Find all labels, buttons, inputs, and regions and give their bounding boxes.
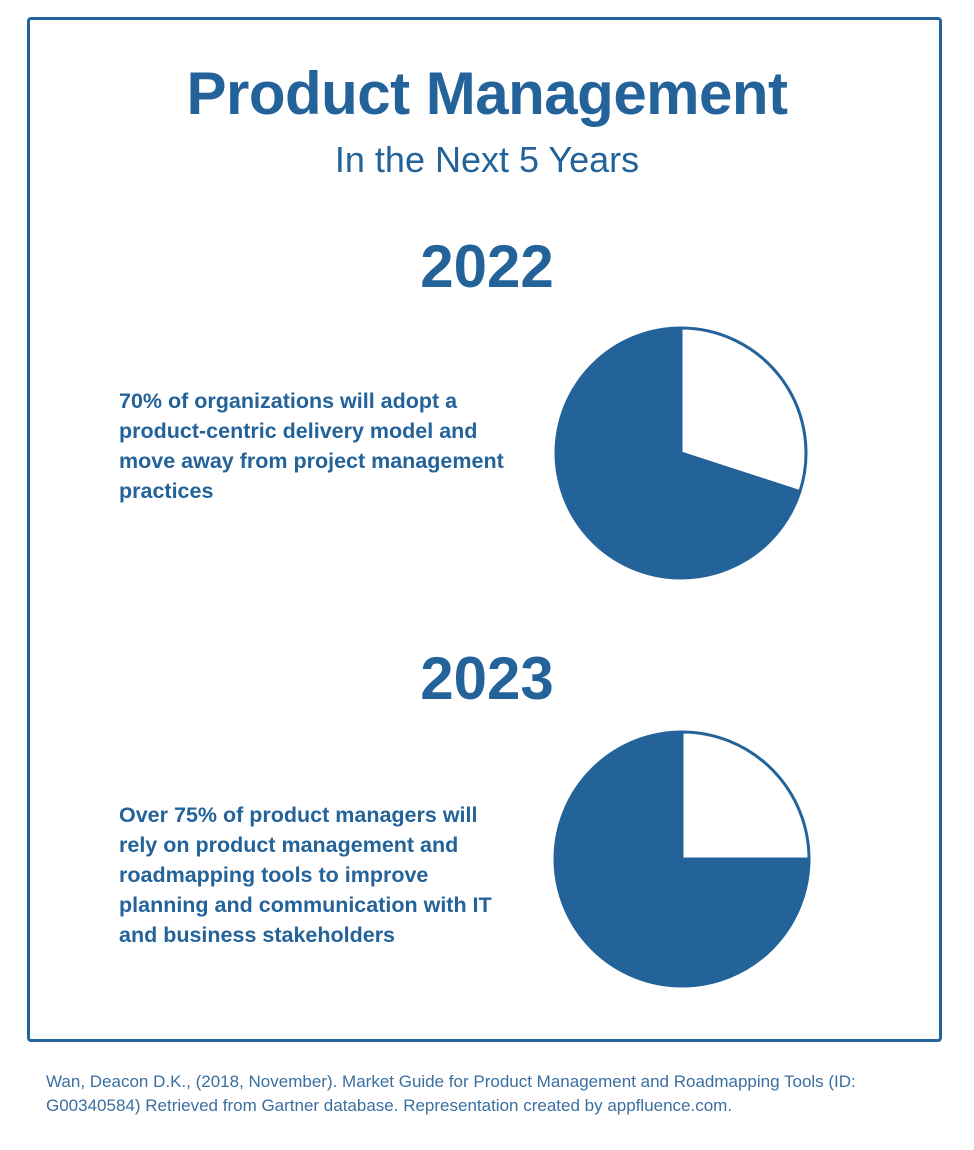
stat-text-body: of organizations will adopt a product-ce… bbox=[119, 389, 504, 503]
pie-chart-2023 bbox=[553, 730, 811, 988]
year-heading-2022: 2022 bbox=[420, 233, 554, 300]
pie-slice-remainder bbox=[680, 730, 811, 861]
page-subtitle: In the Next 5 Years bbox=[334, 139, 640, 180]
pie-slice-remainder bbox=[679, 326, 808, 494]
page-title: Product Management bbox=[186, 60, 788, 127]
year-heading-2023: 2023 bbox=[420, 645, 554, 712]
stat-text-prefix: Over bbox=[119, 803, 174, 827]
citation-footer: Wan, Deacon D.K., (2018, November). Mark… bbox=[46, 1072, 856, 1115]
pie-slice-share bbox=[553, 730, 811, 988]
pie-chart-2022 bbox=[554, 326, 808, 580]
stat-text-2023: Over 75% of product managers will rely o… bbox=[119, 800, 519, 950]
stat-text-body: of product managers will rely on product… bbox=[119, 803, 492, 947]
pie-slice-share bbox=[554, 326, 802, 580]
stat-text-2022: 70% of organizations will adopt a produc… bbox=[119, 386, 519, 506]
stat-percent: 75% bbox=[173, 803, 218, 827]
stat-percent: 70% bbox=[119, 389, 163, 413]
